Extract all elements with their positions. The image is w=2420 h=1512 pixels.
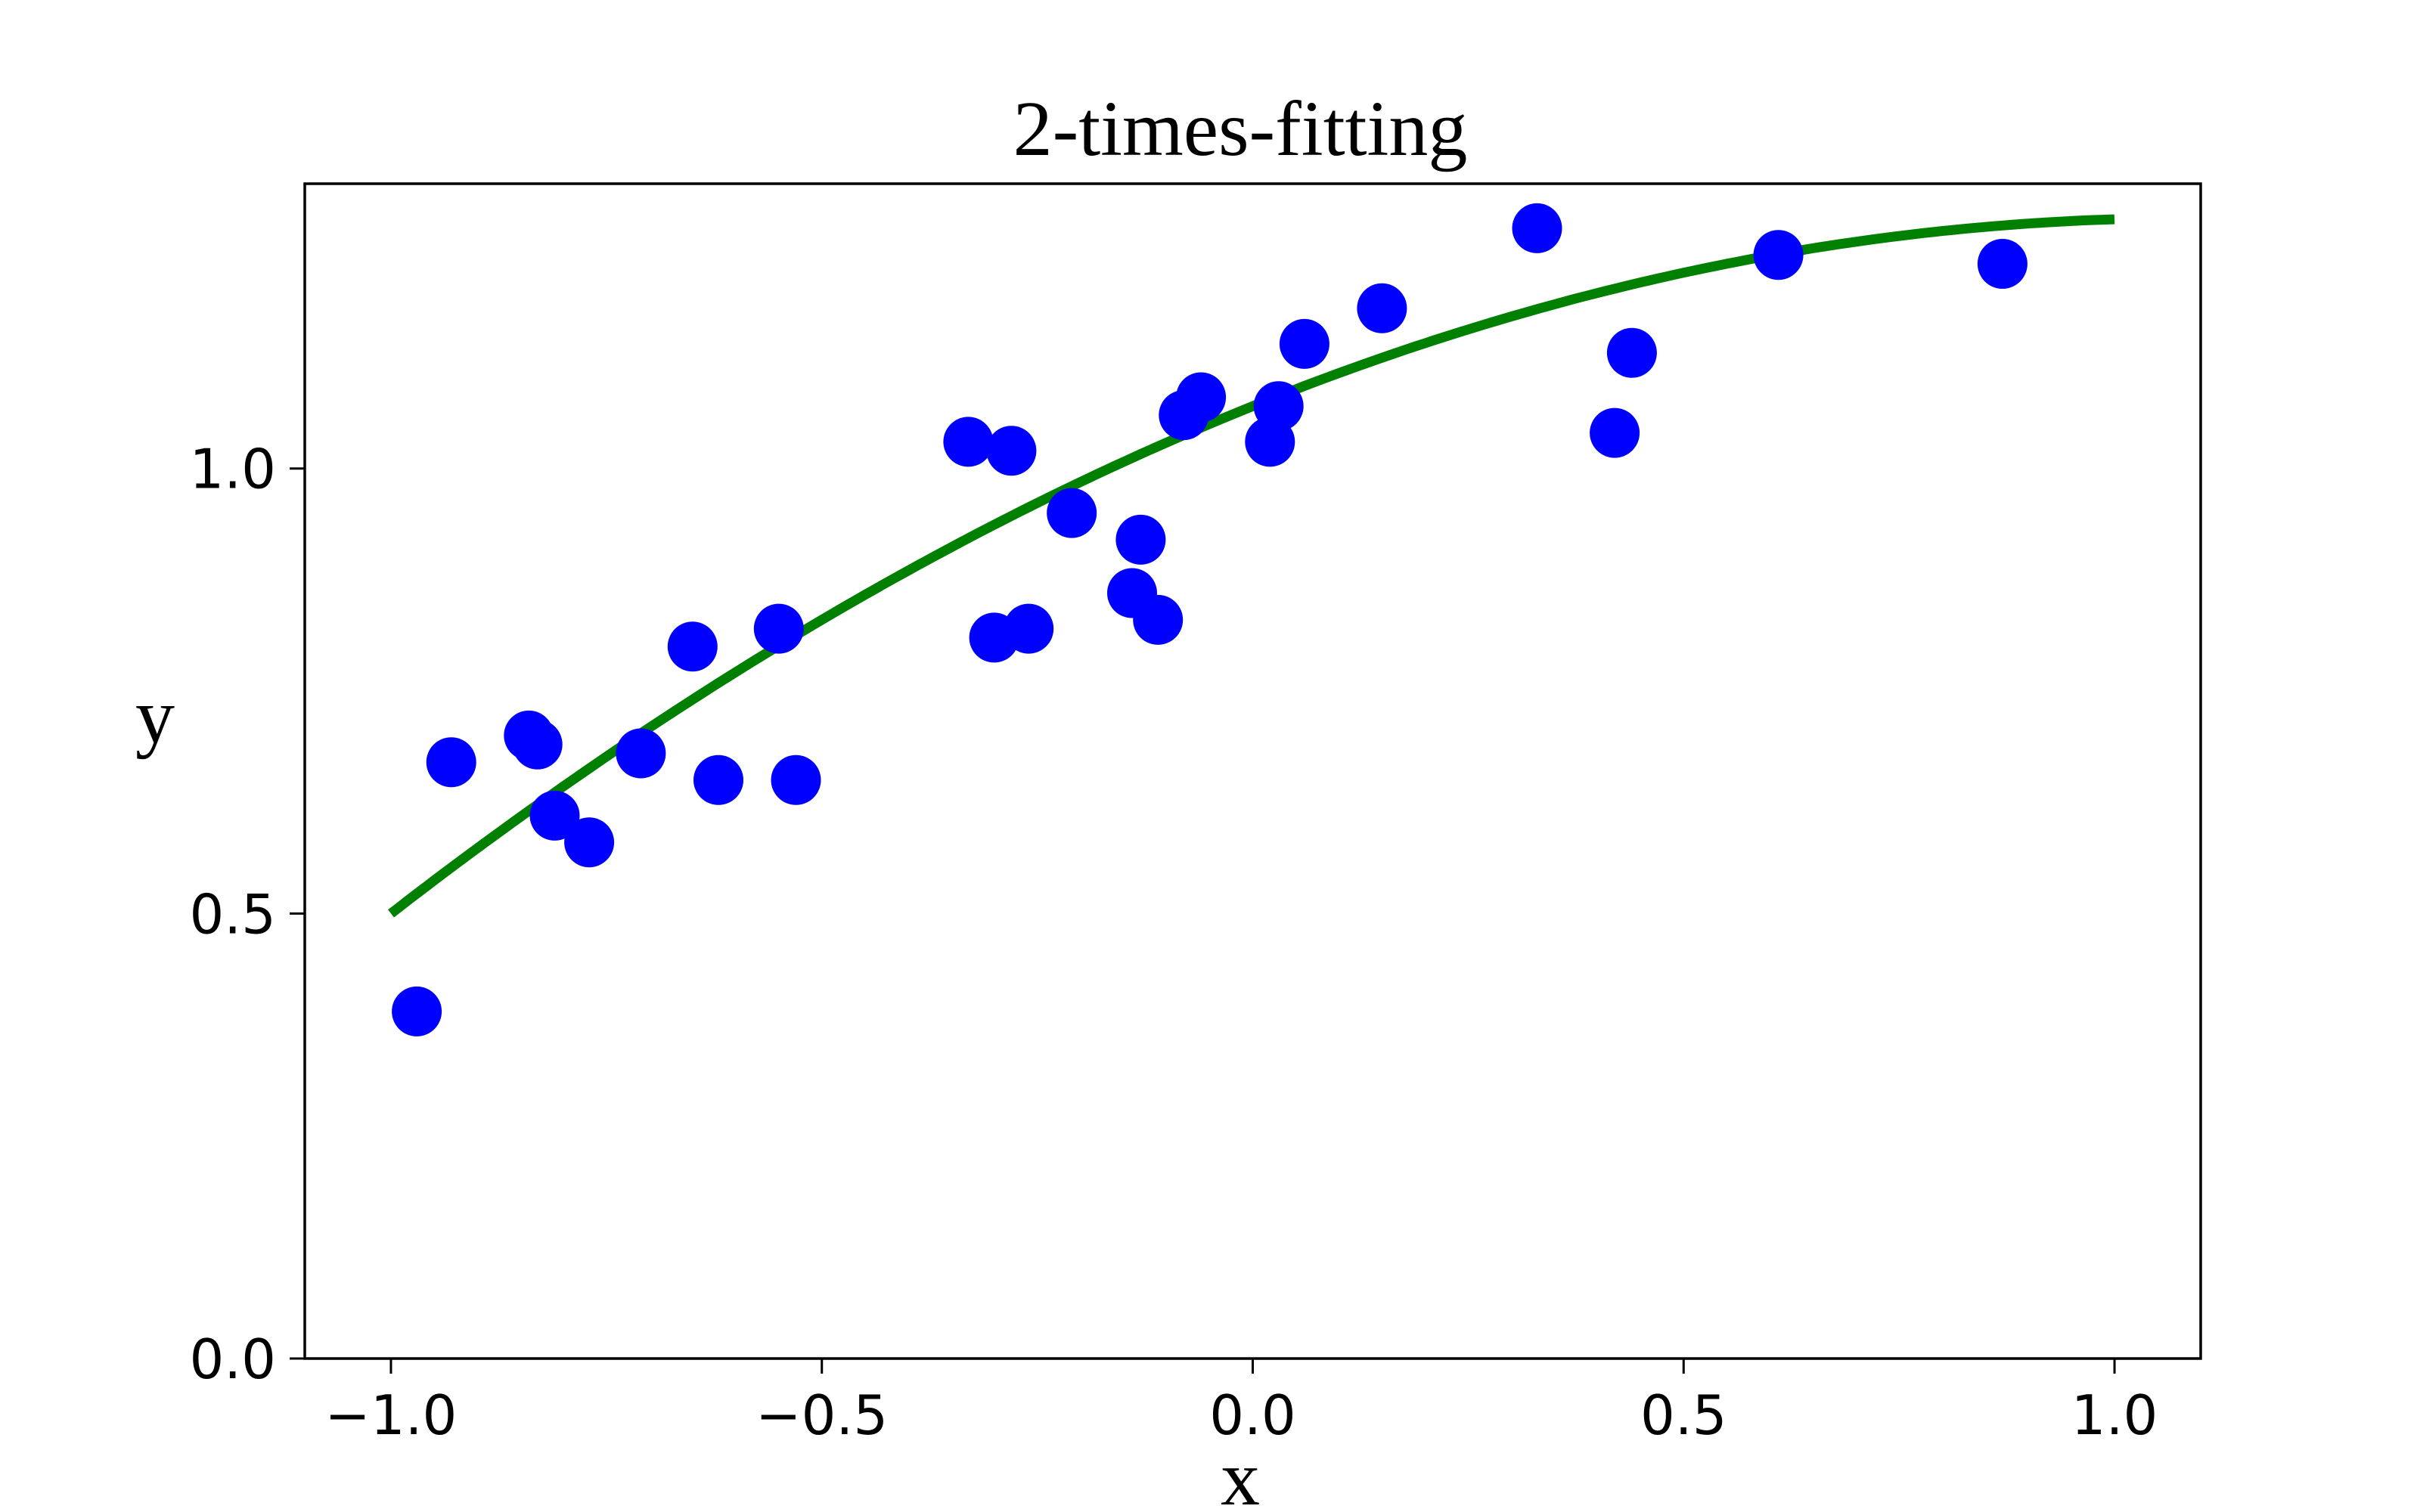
- data-point: [426, 737, 476, 788]
- chart-title: 2-times-fitting: [1013, 85, 1468, 172]
- data-point: [512, 719, 563, 770]
- x-tick-label: −0.5: [755, 1383, 888, 1447]
- data-point: [1176, 372, 1227, 423]
- data-point: [1606, 327, 1657, 378]
- data-point: [753, 603, 804, 654]
- data-point: [1004, 603, 1054, 654]
- data-point: [1512, 203, 1562, 253]
- fit-curve-line: [388, 214, 2115, 918]
- data-point: [986, 426, 1037, 476]
- data-point: [1279, 318, 1329, 369]
- x-tick-label: 1.0: [2071, 1383, 2158, 1447]
- data-point: [1977, 239, 2028, 289]
- data-point: [1357, 283, 1407, 333]
- y-tick-label: 0.5: [189, 882, 276, 946]
- data-point: [1115, 514, 1166, 565]
- x-tick-label: 0.0: [1209, 1383, 1296, 1447]
- data-point: [1047, 488, 1097, 538]
- data-point: [616, 728, 666, 779]
- data-point: [1753, 230, 1804, 280]
- x-tick-label: −1.0: [325, 1383, 458, 1447]
- data-point: [1133, 594, 1184, 645]
- plot-area: −1.0 −0.5 0.0 0.5 1.0 0.0 0.5 1.0: [189, 182, 2202, 1447]
- x-axis-label: x: [1221, 1435, 1260, 1512]
- data-point: [667, 621, 718, 672]
- y-tick-label: 1.0: [189, 438, 276, 501]
- x-tick-label: 0.5: [1640, 1383, 1727, 1447]
- data-point: [564, 817, 615, 868]
- data-point: [392, 986, 442, 1036]
- data-point: [943, 417, 994, 467]
- data-point: [693, 754, 743, 805]
- data-point: [529, 790, 580, 841]
- y-tick-label: 0.0: [189, 1328, 276, 1391]
- data-point: [1253, 381, 1304, 432]
- y-axis-label: y: [135, 673, 175, 760]
- data-point: [771, 754, 821, 805]
- data-point: [1590, 407, 1640, 458]
